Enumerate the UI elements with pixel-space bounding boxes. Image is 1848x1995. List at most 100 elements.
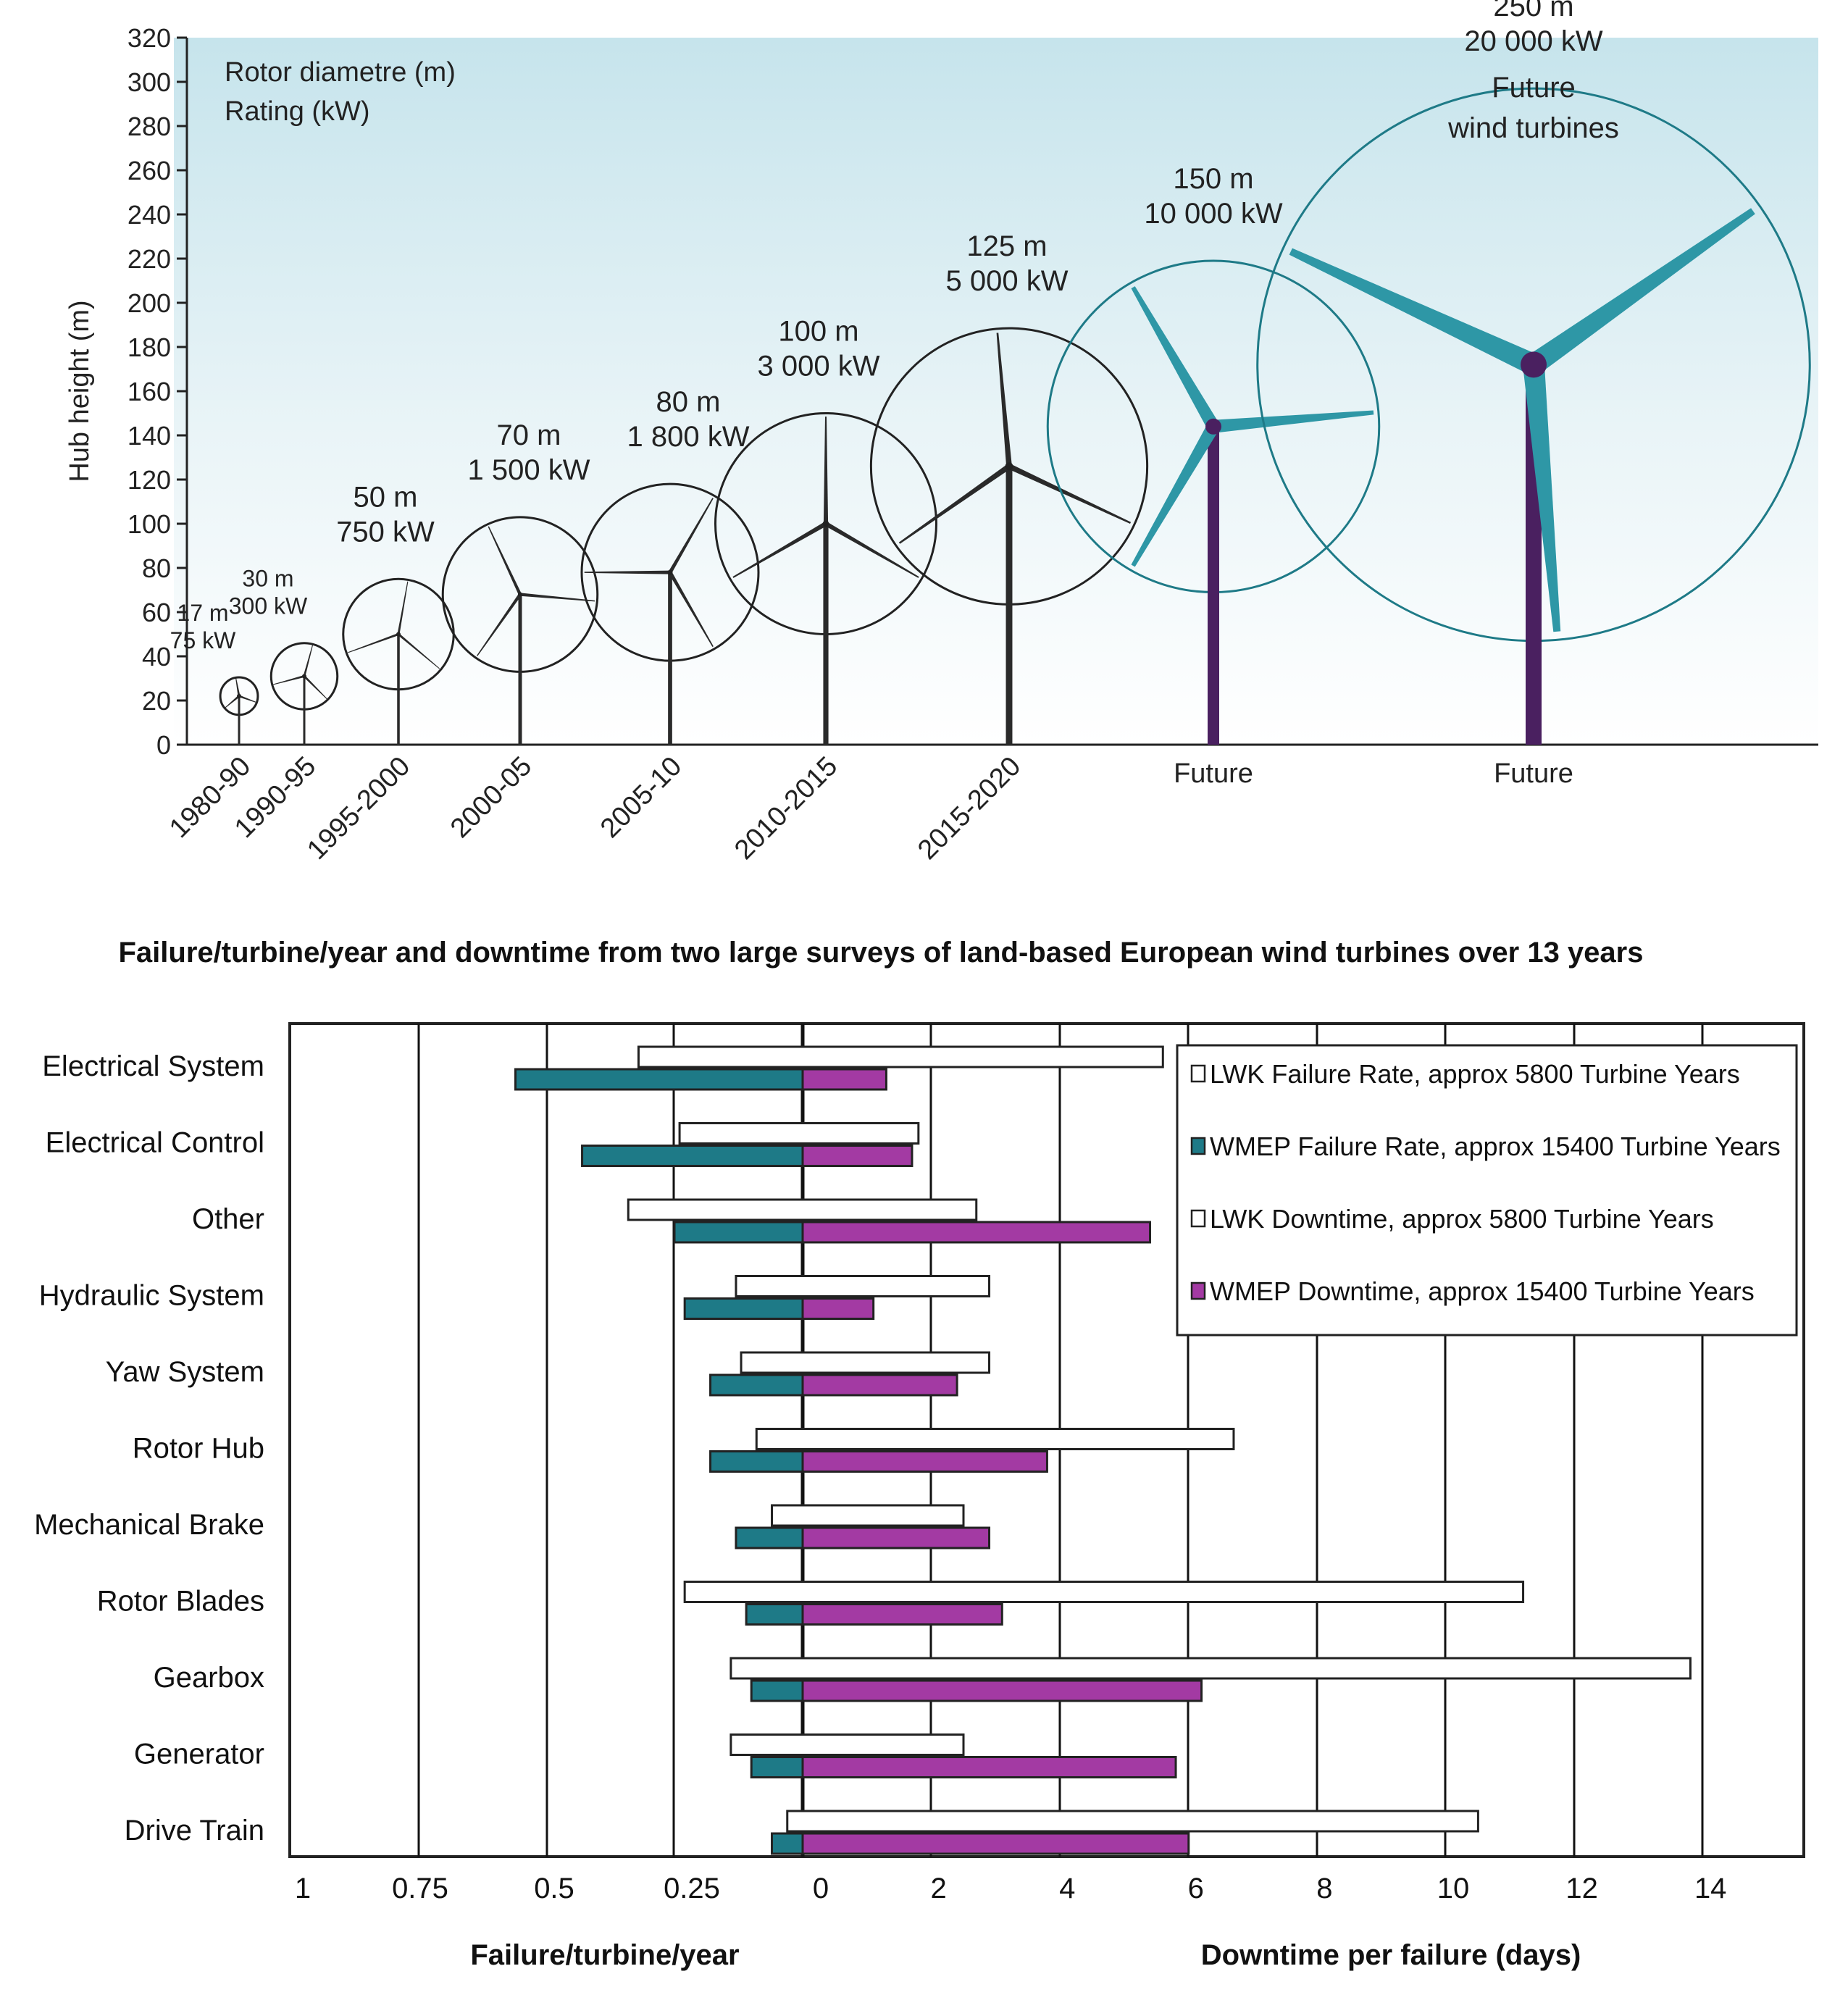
tower	[823, 524, 829, 745]
category-label: Electrical System	[42, 1050, 264, 1082]
tower	[1005, 466, 1013, 745]
left-tick-label: 0.5	[534, 1873, 574, 1904]
bar-wmep-failure	[750, 1679, 804, 1702]
bar-wmep-downtime	[801, 1297, 875, 1320]
rating-label: 750 kW	[336, 516, 435, 548]
rotor-diameter-label: 80 m	[656, 386, 721, 418]
annotation-line-2: Rating (kW)	[225, 96, 370, 127]
right-tick-label: 2	[930, 1873, 946, 1904]
rating-label: 1 800 kW	[627, 421, 750, 453]
bar-wmep-downtime	[801, 1756, 1177, 1778]
bar-lwk	[627, 1198, 978, 1221]
hub	[1005, 462, 1013, 471]
legend-swatch	[1190, 1064, 1206, 1083]
tower	[668, 572, 672, 745]
period-label: 2015-2020	[912, 751, 1027, 866]
y-tick-label: 140	[127, 421, 171, 451]
y-axis: 0 20 40 60 80 100 120 140 160 180 200 220 240 260 280 3…	[127, 23, 1818, 760]
bar-wmep-downtime	[801, 1832, 1190, 1855]
bar-wmep-failure	[709, 1373, 804, 1397]
hub	[1521, 351, 1547, 378]
rating-label: 75 kW	[170, 627, 236, 653]
rotor-diameter-label: 250 m	[1493, 0, 1573, 22]
turbine-evolution-chart: Rotor diametre (m) Rating (kW) Hub heigh…	[64, 0, 1818, 866]
left-tick-label: 0.75	[392, 1873, 448, 1904]
y-tick-label: 160	[127, 377, 171, 406]
bar-lwk	[678, 1122, 920, 1145]
future-note: Future	[1492, 72, 1576, 104]
legend-entry: LWK Failure Rate, approx 5800 Turbine Ye…	[1210, 1059, 1740, 1089]
turbines	[219, 87, 1811, 745]
rating-label: 3 000 kW	[758, 351, 880, 382]
right-tick-label: 4	[1059, 1873, 1075, 1904]
blade	[668, 571, 714, 647]
bar-wmep-failure	[771, 1832, 804, 1855]
blade	[488, 526, 522, 595]
right-tick-label: 14	[1694, 1873, 1727, 1904]
turbine-2005-10-4	[580, 482, 760, 745]
bar-wmep-downtime	[801, 1526, 991, 1549]
tower	[1208, 426, 1219, 745]
legend-entry: LWK Downtime, approx 5800 Turbine Years	[1210, 1204, 1714, 1234]
blade	[898, 464, 1011, 544]
category-label: Mechanical Brake	[34, 1509, 264, 1541]
turbine-2015-2020-6	[869, 327, 1149, 745]
blade	[303, 675, 327, 700]
rotor-diameter-label: 100 m	[778, 316, 858, 348]
chart-title: Failure/turbine/year and downtime from t…	[119, 937, 1644, 969]
blade	[1131, 286, 1219, 430]
bar-wmep-downtime	[801, 1068, 887, 1091]
blade	[477, 593, 522, 656]
blade	[1523, 364, 1561, 632]
blade	[824, 522, 919, 578]
right-tick-label: 6	[1188, 1873, 1204, 1904]
bar-lwk	[683, 1581, 1525, 1603]
y-tick-label: 300	[127, 67, 171, 97]
blade	[1131, 423, 1219, 567]
legend-entry: WMEP Downtime, approx 15400 Turbine Year…	[1210, 1276, 1755, 1306]
rotor-diameter-label: 150 m	[1173, 163, 1253, 195]
right-axis-label: Downtime per failure (days)	[1201, 1939, 1581, 1971]
turbine-2000-05-3	[441, 516, 599, 745]
period-label: Future	[1494, 758, 1573, 789]
blade	[273, 675, 305, 685]
blade	[1213, 410, 1374, 433]
turbine-Future-8	[1256, 87, 1811, 745]
blade	[225, 695, 240, 708]
category-label: Drive Train	[125, 1815, 264, 1846]
period-label: 2000-05	[445, 751, 538, 844]
blade	[823, 417, 829, 524]
hub	[396, 632, 401, 637]
y-tick-label: 100	[127, 509, 171, 539]
rotor-diameter-label: 50 m	[354, 481, 418, 513]
blade	[398, 633, 440, 669]
hub	[517, 592, 523, 597]
bar-wmep-downtime	[801, 1221, 1152, 1244]
future-note: wind turbines	[1447, 112, 1619, 144]
blade	[519, 593, 595, 602]
category-label: Gearbox	[154, 1662, 264, 1694]
bar-wmep-failure	[745, 1603, 804, 1626]
rotor-diameter-label: 30 m	[242, 566, 293, 592]
legend-swatch	[1190, 1209, 1206, 1228]
y-tick-label: 260	[127, 156, 171, 185]
rotor-diameter-label: 125 m	[966, 230, 1047, 262]
annotation-line-1: Rotor diametre (m)	[225, 57, 456, 88]
right-tick-label: 10	[1437, 1873, 1470, 1904]
left-tick-label: 0	[813, 1873, 829, 1904]
legend-entry: WMEP Failure Rate, approx 15400 Turbine …	[1210, 1132, 1781, 1161]
bar-lwk	[771, 1504, 965, 1527]
x-tick-labels: 1 0.75 0.5 0.25 0 2 4 6 8 10 12 14	[295, 1873, 1727, 1904]
bar-wmep-downtime	[801, 1145, 913, 1167]
turbine-1980-90-0	[219, 676, 259, 745]
blade	[732, 522, 827, 578]
bar-wmep-failure	[514, 1068, 804, 1091]
bar-wmep-failure	[735, 1526, 804, 1549]
bar-lwk	[755, 1428, 1235, 1450]
hub	[667, 569, 673, 575]
y-tick-label: 120	[127, 465, 171, 495]
blade	[1008, 464, 1132, 524]
